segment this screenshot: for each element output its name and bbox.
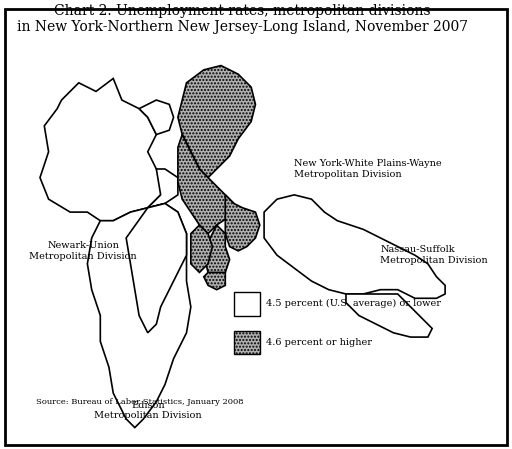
Polygon shape (88, 203, 191, 427)
FancyBboxPatch shape (234, 330, 260, 354)
Text: Source: Bureau of Labor Statistics, January 2008: Source: Bureau of Labor Statistics, Janu… (36, 398, 243, 406)
Polygon shape (178, 135, 234, 233)
Polygon shape (126, 203, 186, 333)
Polygon shape (264, 195, 445, 298)
Text: Edison
Metropolitan Division: Edison Metropolitan Division (94, 401, 202, 420)
Polygon shape (191, 225, 212, 273)
Polygon shape (178, 66, 255, 178)
Title: Chart 2. Unemployment rates, metropolitan divisions
in New York-Northern New Jer: Chart 2. Unemployment rates, metropolita… (17, 4, 468, 35)
Polygon shape (139, 100, 174, 135)
FancyBboxPatch shape (234, 292, 260, 316)
Text: 4.5 percent (U.S. average) or lower: 4.5 percent (U.S. average) or lower (266, 299, 441, 308)
Text: Nassau-Suffolk
Metropolitan Division: Nassau-Suffolk Metropolitan Division (380, 246, 488, 265)
Polygon shape (204, 273, 225, 290)
Polygon shape (40, 79, 165, 221)
Polygon shape (204, 225, 229, 277)
Text: 4.6 percent or higher: 4.6 percent or higher (266, 338, 372, 347)
Polygon shape (225, 195, 260, 251)
Text: Newark-Union
Metropolitan Division: Newark-Union Metropolitan Division (29, 241, 137, 260)
Polygon shape (148, 169, 178, 208)
Text: New York-White Plains-Wayne
Metropolitan Division: New York-White Plains-Wayne Metropolitan… (294, 159, 442, 179)
Polygon shape (346, 294, 432, 337)
